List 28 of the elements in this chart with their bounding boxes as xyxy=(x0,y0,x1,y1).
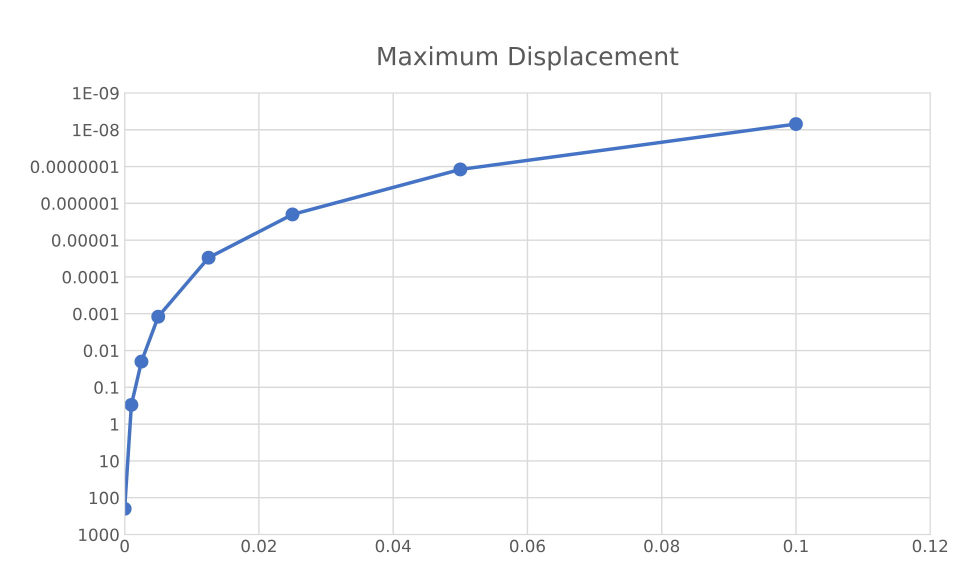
point xyxy=(286,207,300,222)
point xyxy=(134,354,148,369)
y-tick-label: 0.0001 xyxy=(62,270,118,284)
y-tick-label: 0.01 xyxy=(84,344,118,358)
point xyxy=(453,162,468,176)
x-tick-label: 0.02 xyxy=(241,540,276,552)
y-tick-label: 0.001 xyxy=(73,308,118,320)
y-tick-label: 1E-09 xyxy=(73,86,119,100)
chart-title: Maximum Displacement xyxy=(378,46,678,70)
x-tick-label: 0.04 xyxy=(376,540,411,552)
x-tick-label: 0.12 xyxy=(912,540,948,552)
x-tick-label: 0.08 xyxy=(644,540,680,552)
y-tick-label: 1 xyxy=(111,418,118,430)
y-tick-label: 100 xyxy=(90,492,119,504)
point xyxy=(789,117,803,131)
y-tick-label: 0.00001 xyxy=(52,234,118,247)
y-tick-label: 0.0000001 xyxy=(30,160,118,174)
point xyxy=(151,310,166,324)
y-tick-label: 10 xyxy=(100,454,119,468)
point xyxy=(202,250,216,265)
y-tick-label: 0.1 xyxy=(94,381,118,394)
y-tick-label: 1000 xyxy=(79,528,119,542)
x-tick-label: 0 xyxy=(120,540,129,552)
y-tick-label: 0.000001 xyxy=(41,197,118,210)
x-tick-label: 0.06 xyxy=(510,540,545,552)
x-tick-label: 0.1 xyxy=(784,540,808,552)
point xyxy=(124,398,138,412)
y-tick-label: 1E-08 xyxy=(73,124,119,136)
